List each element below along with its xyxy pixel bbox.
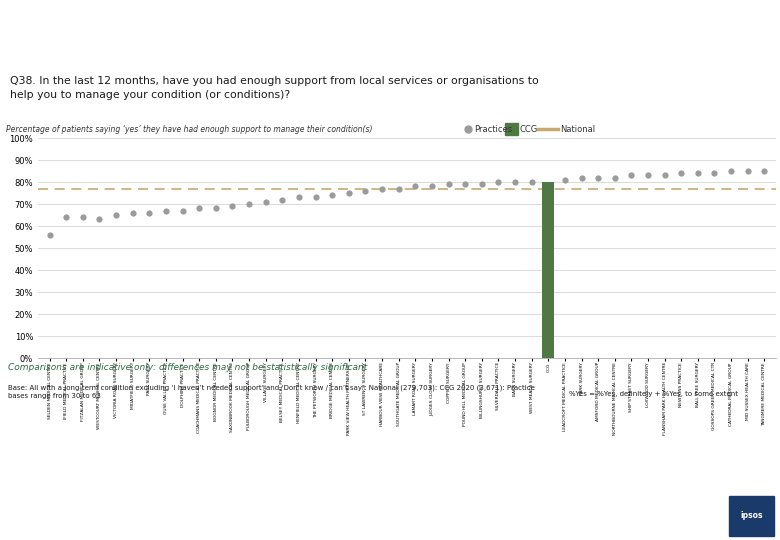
- Bar: [505, 123, 518, 136]
- Bar: [729, 496, 774, 536]
- Text: © Ipsos MORI   19-071809-01 | Version 1 | Public: © Ipsos MORI 19-071809-01 | Version 1 | …: [8, 529, 160, 536]
- Text: CCG: CCG: [519, 125, 537, 133]
- Text: Practices: Practices: [474, 125, 512, 133]
- Text: Comparisons are indicative only: differences may not be statistically significan: Comparisons are indicative only: differe…: [8, 363, 367, 373]
- Bar: [542, 182, 554, 358]
- Text: Percentage of patients saying ‘yes’ they have had enough support to manage their: Percentage of patients saying ‘yes’ they…: [6, 125, 373, 133]
- Text: Q38. In the last 12 months, have you had enough support from local services or o: Q38. In the last 12 months, have you had…: [10, 76, 539, 100]
- Text: %Yes = %Yes, definitely + %Yes, to some extent: %Yes = %Yes, definitely + %Yes, to some …: [569, 391, 739, 397]
- Text: Base: All with a long-term condition excluding ‘I haven’t needed support’ and ‘D: Base: All with a long-term condition exc…: [8, 384, 534, 399]
- Text: or illnesses: how the CCG’s practices compare: or illnesses: how the CCG’s practices co…: [10, 35, 444, 53]
- Text: National: National: [560, 125, 595, 133]
- Text: Ipsos MORI: Ipsos MORI: [8, 498, 60, 507]
- Text: ipsos: ipsos: [740, 510, 762, 519]
- Text: Support with managing long-term conditions, disabilities,: Support with managing long-term conditio…: [10, 2, 552, 20]
- Text: Social Research Institute: Social Research Institute: [8, 514, 94, 519]
- Text: 44: 44: [379, 509, 401, 523]
